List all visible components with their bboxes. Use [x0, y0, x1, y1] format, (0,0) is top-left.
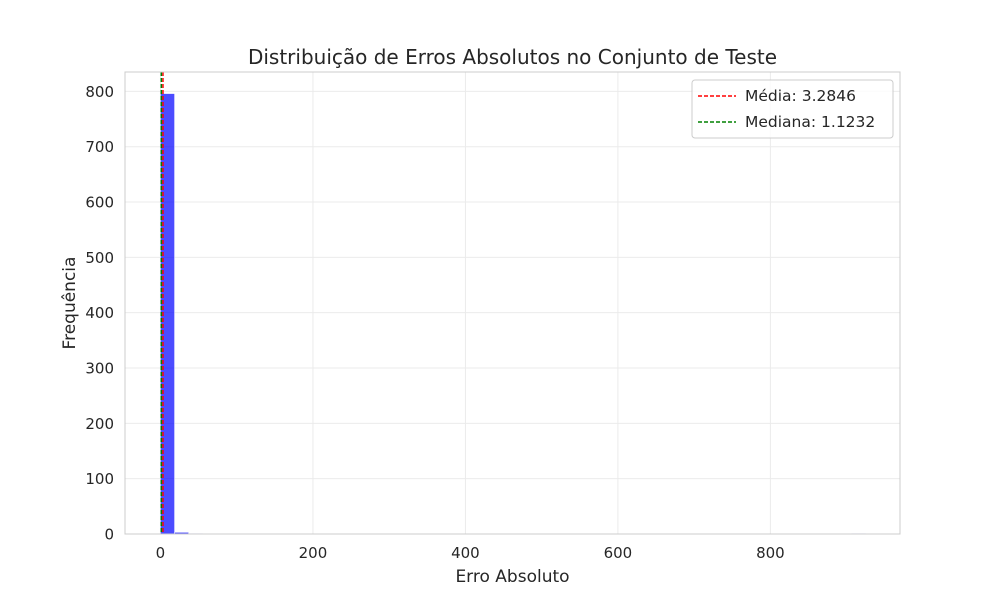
legend-box: [691, 79, 894, 139]
plot-area-frame: [124, 71, 901, 535]
y-tick-label: 0: [104, 526, 114, 544]
legend-median-label: Mediana: 1.1232: [745, 113, 875, 131]
y-tick-label: 700: [85, 138, 114, 156]
y-tick-label: 400: [85, 304, 114, 322]
y-axis-label: Frequência: [60, 257, 80, 350]
x-tick-label: 800: [756, 544, 785, 562]
x-tick-label: 0: [156, 544, 166, 562]
y-tick-label: 300: [85, 360, 114, 378]
legend: Média: 3.2846 Mediana: 1.1232: [691, 79, 894, 139]
y-tick-label: 100: [85, 470, 114, 488]
chart-title: Distribuição de Erros Absolutos no Conju…: [248, 45, 777, 69]
x-axis-ticks: 0 200 400 600 800: [156, 544, 785, 562]
x-axis-label: Erro Absoluto: [455, 567, 569, 587]
x-tick-label: 200: [299, 544, 328, 562]
y-tick-label: 800: [85, 83, 114, 101]
y-tick-label: 500: [85, 249, 114, 267]
x-tick-label: 400: [451, 544, 480, 562]
x-tick-label: 600: [604, 544, 633, 562]
y-axis-ticks: 0 100 200 300 400 500 600 700 800: [85, 83, 114, 544]
y-tick-label: 200: [85, 415, 114, 433]
reference-lines: [160, 72, 164, 534]
grid: [125, 72, 900, 535]
y-tick-label: 600: [85, 194, 114, 212]
legend-mean-label: Média: 3.2846: [745, 87, 856, 105]
